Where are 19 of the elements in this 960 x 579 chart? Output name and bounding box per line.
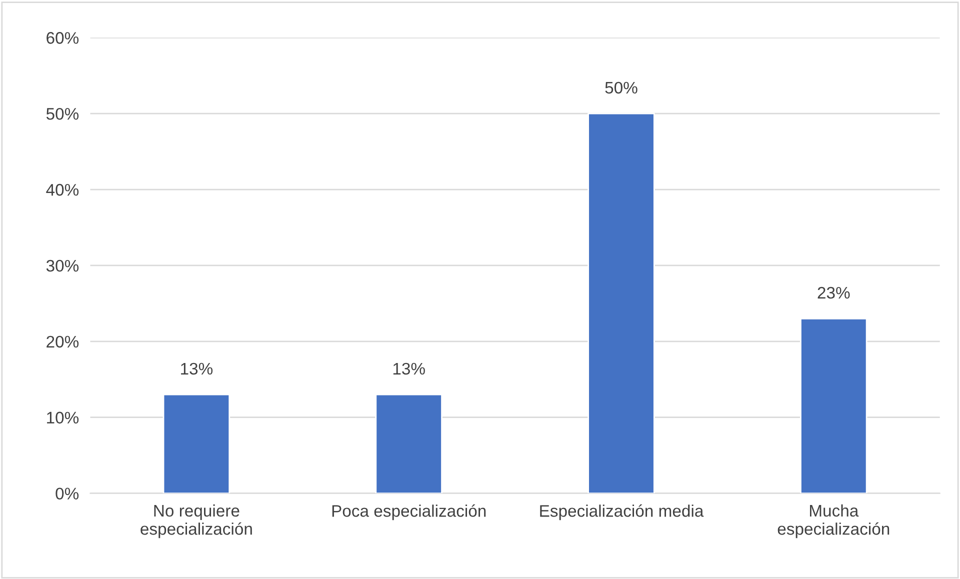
y-tick-label: 20%: [46, 336, 79, 348]
data-label: 23%: [818, 286, 850, 299]
bar: [588, 112, 655, 494]
data-label: 13%: [181, 362, 213, 375]
y-tick-label: 50%: [46, 108, 79, 120]
y-tick-label: 60%: [46, 32, 79, 44]
x-tick-label: Especialización media: [540, 504, 704, 520]
bar: [800, 318, 868, 494]
bar: [162, 394, 230, 494]
y-tick-label: 10%: [47, 412, 79, 424]
y-tick-label: 0%: [56, 488, 79, 500]
x-tick-label: No requiere especialización: [140, 504, 252, 538]
bar: [375, 394, 442, 494]
x-tick-label: Mucha especialización: [778, 504, 890, 538]
y-tick-label: 30%: [46, 260, 79, 272]
data-label: 50%: [605, 82, 638, 94]
y-tick-label: 40%: [46, 184, 79, 196]
data-label: 13%: [393, 362, 425, 375]
x-tick-label: Poca especialización: [332, 504, 486, 520]
